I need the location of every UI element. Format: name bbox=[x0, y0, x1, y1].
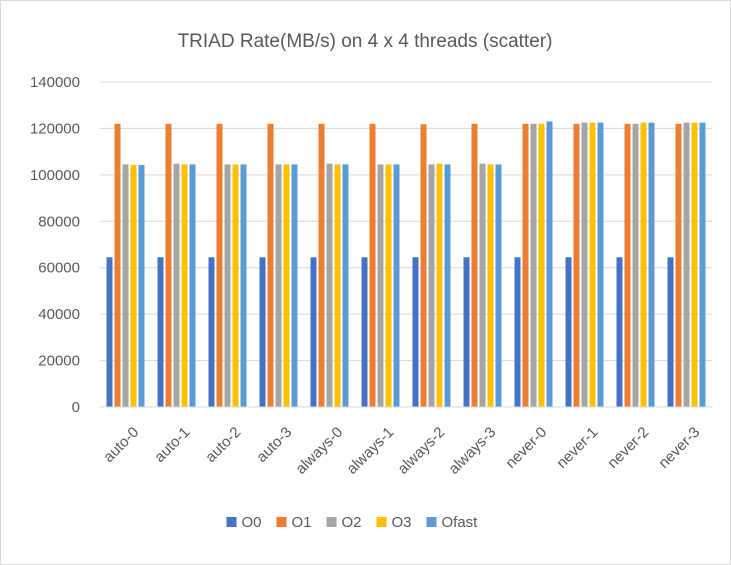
x-tick-label: auto-2 bbox=[202, 424, 244, 466]
bar-o1-always-3 bbox=[471, 123, 478, 408]
y-tick-label: 100000 bbox=[30, 167, 80, 184]
x-tick-label: always-1 bbox=[343, 424, 397, 478]
bar-o2-always-3 bbox=[479, 163, 486, 407]
bar-o0-never-3 bbox=[667, 257, 674, 407]
bar-o2-always-0 bbox=[326, 163, 333, 407]
bar-ofast-auto-1 bbox=[189, 164, 196, 407]
bar-o0-auto-1 bbox=[157, 257, 164, 407]
bar-ofast-never-2 bbox=[648, 122, 655, 407]
bar-ofast-auto-0 bbox=[138, 164, 145, 407]
bar-o0-auto-3 bbox=[259, 257, 266, 407]
bar-o1-never-1 bbox=[573, 123, 580, 408]
bar-ofast-always-0 bbox=[342, 164, 349, 407]
bar-o0-auto-2 bbox=[208, 257, 215, 407]
bar-o2-auto-3 bbox=[275, 164, 282, 407]
bar-o0-auto-0 bbox=[106, 257, 113, 407]
y-tick-label: 140000 bbox=[30, 74, 80, 91]
y-tick-label: 40000 bbox=[38, 306, 80, 323]
bar-o1-never-3 bbox=[675, 123, 682, 408]
bar-o1-auto-0 bbox=[114, 123, 121, 408]
chart-title: TRIAD Rate(MB/s) on 4 x 4 threads (scatt… bbox=[178, 31, 553, 52]
bar-o0-always-1 bbox=[361, 257, 368, 407]
bar-o2-auto-2 bbox=[224, 164, 231, 407]
bar-o2-auto-1 bbox=[173, 163, 180, 407]
bar-o3-never-3 bbox=[691, 122, 698, 407]
bar-o1-always-1 bbox=[369, 123, 376, 408]
bar-o0-always-2 bbox=[412, 257, 419, 407]
bar-o1-never-2 bbox=[624, 123, 631, 408]
bar-o3-auto-3 bbox=[283, 164, 290, 407]
bar-o3-never-0 bbox=[538, 123, 545, 408]
legend-swatch-o2 bbox=[326, 517, 337, 527]
legend-label-o1: O1 bbox=[292, 514, 312, 531]
gridlines bbox=[100, 81, 712, 362]
bar-ofast-always-1 bbox=[393, 164, 400, 407]
legend-swatch-o0 bbox=[226, 517, 237, 527]
x-tick-label: auto-3 bbox=[253, 424, 295, 466]
x-tick-label: auto-0 bbox=[100, 424, 142, 466]
x-tick-label: always-0 bbox=[292, 424, 346, 478]
bar-o3-auto-1 bbox=[181, 164, 188, 407]
x-tick-label: always-2 bbox=[394, 424, 448, 478]
bar-o0-never-1 bbox=[565, 257, 572, 407]
bar-ofast-always-3 bbox=[495, 164, 502, 407]
legend-label-o0: O0 bbox=[242, 514, 262, 531]
y-tick-label: 20000 bbox=[38, 353, 80, 370]
y-tick-label: 60000 bbox=[38, 260, 80, 277]
bar-o2-always-1 bbox=[377, 164, 384, 407]
legend: O0 O1 O2 O3 Ofast bbox=[226, 514, 479, 531]
bar-o2-always-2 bbox=[428, 164, 435, 407]
bar-o3-always-0 bbox=[334, 164, 341, 407]
bar-o0-never-0 bbox=[514, 257, 521, 407]
legend-label-ofast: Ofast bbox=[442, 514, 479, 531]
bar-o2-never-1 bbox=[581, 122, 588, 407]
bar-o0-always-0 bbox=[310, 257, 317, 407]
bar-o2-auto-0 bbox=[122, 164, 129, 407]
legend-swatch-o1 bbox=[276, 517, 287, 527]
x-tick-label: never-2 bbox=[604, 424, 652, 472]
x-tick-label: always-3 bbox=[445, 424, 499, 478]
bar-o3-always-1 bbox=[385, 164, 392, 407]
y-tick-label: 80000 bbox=[38, 213, 80, 230]
bar-o3-never-2 bbox=[640, 122, 647, 407]
bar-ofast-always-2 bbox=[444, 164, 451, 407]
legend-label-o3: O3 bbox=[392, 514, 412, 531]
legend-swatch-o3 bbox=[376, 517, 387, 527]
bar-o1-auto-1 bbox=[165, 123, 172, 408]
bar-o3-auto-0 bbox=[130, 164, 137, 407]
bar-ofast-never-3 bbox=[699, 122, 706, 407]
bar-ofast-never-1 bbox=[597, 122, 604, 407]
y-tick-label: 120000 bbox=[30, 120, 80, 137]
bar-o0-always-3 bbox=[463, 257, 470, 407]
x-tick-label: never-0 bbox=[502, 424, 550, 472]
y-tick-label: 0 bbox=[72, 399, 80, 416]
x-tick-label: auto-1 bbox=[151, 424, 193, 466]
bar-o0-never-2 bbox=[616, 257, 623, 407]
bar-o1-always-0 bbox=[318, 123, 325, 408]
bar-o3-always-2 bbox=[436, 163, 443, 407]
bar-ofast-auto-2 bbox=[240, 164, 247, 407]
bar-ofast-auto-3 bbox=[291, 164, 298, 407]
bar-o1-auto-2 bbox=[216, 123, 223, 408]
bar-o2-never-0 bbox=[530, 123, 537, 408]
bar-o1-never-0 bbox=[522, 123, 529, 408]
bar-o3-auto-2 bbox=[232, 164, 239, 407]
bars bbox=[106, 121, 706, 408]
y-axis-ticks: 0 20000 40000 60000 80000 100000 120000 140000 bbox=[30, 74, 80, 416]
bar-o1-always-2 bbox=[420, 124, 427, 407]
bar-ofast-never-0 bbox=[546, 121, 553, 407]
x-tick-label: never-1 bbox=[553, 424, 601, 472]
bar-o2-never-2 bbox=[632, 123, 639, 408]
x-tick-label: never-3 bbox=[655, 424, 703, 472]
bar-o1-auto-3 bbox=[267, 123, 274, 408]
legend-swatch-ofast bbox=[426, 517, 437, 527]
x-axis-ticks: auto-0 auto-1 auto-2 auto-3always-0always-1… bbox=[100, 424, 703, 478]
bar-o2-never-3 bbox=[683, 122, 690, 407]
bar-o3-always-3 bbox=[487, 164, 494, 407]
legend-label-o2: O2 bbox=[342, 514, 362, 531]
bar-o3-never-1 bbox=[589, 122, 596, 407]
